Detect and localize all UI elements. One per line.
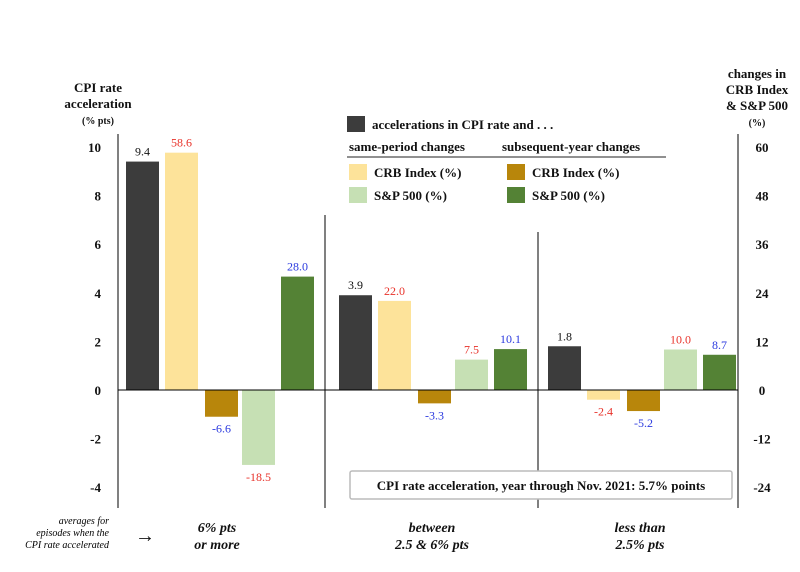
note-box: CPI rate acceleration, year through Nov.… — [349, 470, 733, 500]
left-tick-label: 8 — [95, 189, 102, 204]
data-label-crb-next-group-1: -6.6 — [212, 422, 231, 436]
bar-labels: 9.4 58.6 -6.6 -18.5 28.0 3.9 22.0 -3.3 7.5 10.1 1.… — [135, 136, 727, 484]
bar-crb-same-group-3 — [587, 390, 620, 400]
legend-subsequent-header: subsequent-year changes — [502, 139, 640, 154]
legend-swatch-crb-next — [507, 164, 525, 180]
x-prefix-line-2: episodes when the — [36, 528, 109, 539]
right-axis-unit: (%) — [749, 118, 766, 129]
left-tick-label: 10 — [88, 140, 101, 155]
bar-sp-same-group-3 — [664, 349, 697, 390]
group-labels: 6% pts or more between 2.5 & 6% pts less tha… — [194, 521, 665, 553]
bar-sp-next-group-2 — [494, 349, 527, 390]
bar-crb-next-group-1 — [205, 390, 238, 417]
bar-sp-same-group-1 — [242, 390, 275, 465]
group-label-2-line-2: 2.5 & 6% pts — [394, 538, 469, 553]
group-label-3-line-2: 2.5% pts — [615, 538, 666, 553]
left-axis-title-line-2: acceleration — [64, 96, 132, 111]
data-label-cpi-group-1: 9.4 — [135, 145, 150, 159]
data-label-cpi-group-2: 3.9 — [348, 278, 363, 292]
bar-sp-next-group-1 — [281, 276, 314, 390]
right-tick-label: 0 — [759, 383, 766, 398]
data-label-sp-same-group-1: -18.5 — [246, 470, 271, 484]
left-axis-ticks: 10 8 6 4 2 0 -2 -4 — [88, 140, 102, 495]
left-tick-label: -2 — [90, 432, 101, 447]
data-label-crb-next-group-3: -5.2 — [634, 416, 653, 430]
bar-cpi-group-2 — [339, 295, 372, 390]
group-label-3-line-1: less than — [615, 521, 666, 536]
arrow-icon: → — [135, 525, 155, 547]
bar-cpi-group-1 — [126, 161, 159, 390]
data-label-crb-same-group-1: 58.6 — [171, 136, 192, 150]
legend-swatch-cpi — [347, 116, 365, 132]
data-label-cpi-group-3: 1.8 — [557, 329, 572, 343]
legend-swatch-crb-same — [349, 164, 367, 180]
legend-swatch-sp-next — [507, 187, 525, 203]
bar-sp-next-group-3 — [703, 354, 736, 390]
data-label-sp-same-group-3: 10.0 — [670, 333, 691, 347]
right-axis-title: changes in CRB Index & S&P 500 (%) — [726, 66, 789, 129]
legend-label-crb-next: CRB Index (%) — [532, 165, 619, 180]
right-axis-title-line-1: changes in — [728, 66, 787, 81]
left-tick-label: 2 — [95, 334, 102, 349]
left-tick-label: 4 — [95, 286, 102, 301]
legend-title: accelerations in CPI rate and . . . — [372, 117, 553, 132]
right-tick-label: 36 — [756, 237, 770, 252]
legend-label-crb-same: CRB Index (%) — [374, 165, 461, 180]
left-tick-label: 6 — [95, 237, 102, 252]
legend-label-sp-same: S&P 500 (%) — [374, 188, 447, 203]
left-axis-title-line-1: CPI rate — [74, 80, 122, 95]
x-prefix: averages for episodes when the CPI rate … — [25, 516, 110, 551]
right-tick-label: 48 — [756, 189, 770, 204]
bars — [126, 152, 736, 465]
legend-swatch-sp-same — [349, 187, 367, 203]
left-tick-label: -4 — [90, 480, 101, 495]
legend: accelerations in CPI rate and . . . same… — [347, 116, 666, 203]
bar-crb-next-group-3 — [627, 390, 660, 412]
bar-crb-same-group-1 — [165, 152, 198, 390]
right-tick-label: -12 — [753, 432, 770, 447]
data-label-sp-next-group-3: 8.7 — [712, 338, 727, 352]
right-axis-title-line-3: & S&P 500 — [726, 98, 788, 113]
x-prefix-line-1: averages for — [59, 516, 109, 527]
bar-cpi-group-3 — [548, 346, 581, 390]
data-label-crb-same-group-3: -2.4 — [594, 405, 613, 419]
right-axis-title-line-2: CRB Index — [726, 82, 789, 97]
bar-crb-next-group-2 — [418, 390, 451, 404]
group-label-1-line-2: or more — [194, 538, 240, 553]
right-tick-label: 60 — [756, 140, 769, 155]
note-text: CPI rate acceleration, year through Nov.… — [377, 478, 705, 493]
right-tick-label: 12 — [756, 334, 769, 349]
group-label-1-line-1: 6% pts — [198, 521, 237, 536]
data-label-crb-next-group-2: -3.3 — [425, 408, 444, 422]
group-label-2-line-1: between — [409, 521, 456, 536]
right-tick-label: 24 — [756, 286, 770, 301]
data-label-sp-next-group-1: 28.0 — [287, 260, 308, 274]
legend-label-sp-next: S&P 500 (%) — [532, 188, 605, 203]
right-tick-label: -24 — [753, 480, 771, 495]
bar-sp-same-group-2 — [455, 359, 488, 390]
data-label-crb-same-group-2: 22.0 — [384, 284, 405, 298]
left-axis-unit: (% pts) — [82, 116, 114, 127]
left-axis-title: CPI rate acceleration (% pts) — [64, 80, 132, 127]
right-axis-ticks: 60 48 36 24 12 0 -12 -24 — [753, 140, 771, 495]
data-label-sp-next-group-2: 10.1 — [500, 332, 521, 346]
data-label-sp-same-group-2: 7.5 — [464, 343, 479, 357]
bar-crb-same-group-2 — [378, 300, 411, 390]
x-prefix-line-3: CPI rate accelerated — [25, 540, 110, 551]
left-tick-label: 0 — [95, 383, 102, 398]
legend-same-period-header: same-period changes — [349, 139, 465, 154]
